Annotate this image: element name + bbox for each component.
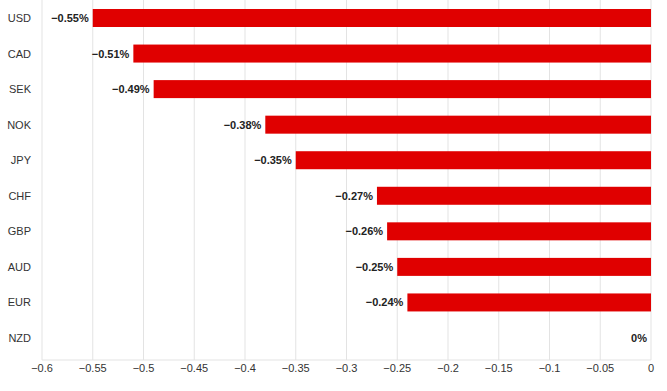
data-labels: −0.55% −0.51% −0.49% −0.38% −0.35% −0.27% −0.2… <box>51 12 647 344</box>
bar <box>651 329 652 347</box>
data-label: −0.27% <box>335 190 373 202</box>
bar <box>397 258 651 276</box>
category-label: NZD <box>8 332 31 344</box>
category-label: CAD <box>8 48 31 60</box>
category-label: AUD <box>8 261 31 273</box>
tick-label: −0.6 <box>31 362 53 374</box>
tick-label: −0.4 <box>234 362 256 374</box>
tick-label: −0.35 <box>282 362 310 374</box>
data-label: −0.38% <box>224 119 262 131</box>
tick-label: −0.5 <box>133 362 155 374</box>
tick-label: −0.3 <box>336 362 358 374</box>
category-label: GBP <box>8 225 31 237</box>
data-label: −0.51% <box>92 48 130 60</box>
grid-line <box>42 0 43 360</box>
grid <box>42 0 651 360</box>
chart: −0.6 −0.55 −0.5 −0.45 −0.4 −0.35 −0.3 −0.25 −0.2… <box>0 0 667 391</box>
x-axis-line <box>42 360 651 361</box>
category-label: CHF <box>8 190 31 202</box>
category-labels: USD CAD SEK NOK JPY CHF GBP AUD EUR NZD <box>7 12 32 344</box>
bar <box>296 151 651 169</box>
bar <box>154 80 651 98</box>
data-label: −0.25% <box>356 261 394 273</box>
data-label: −0.35% <box>254 154 292 166</box>
tick-label: −0.45 <box>180 362 208 374</box>
tick-label: 0 <box>648 362 654 374</box>
bar <box>407 293 651 311</box>
tick-label: −0.15 <box>485 362 513 374</box>
x-tick-labels: −0.6 −0.55 −0.5 −0.45 −0.4 −0.35 −0.3 −0.25 −0.2… <box>31 362 654 374</box>
tick-label: −0.2 <box>437 362 459 374</box>
tick-label: −0.55 <box>79 362 107 374</box>
data-label: −0.24% <box>366 296 404 308</box>
data-label: −0.55% <box>51 12 89 24</box>
bar <box>387 222 651 240</box>
data-label: 0% <box>631 332 647 344</box>
bar <box>377 187 651 205</box>
category-label: USD <box>8 12 31 24</box>
bars <box>93 9 651 311</box>
bar <box>265 116 651 134</box>
tick-label: −0.05 <box>586 362 614 374</box>
data-label: −0.49% <box>112 83 150 95</box>
data-label: −0.26% <box>345 225 383 237</box>
tick-label: −0.1 <box>539 362 561 374</box>
category-label: JPY <box>11 154 32 166</box>
bar <box>93 9 651 27</box>
category-label: NOK <box>7 119 32 131</box>
bar <box>133 45 651 63</box>
category-label: EUR <box>8 296 31 308</box>
category-label: SEK <box>9 83 32 95</box>
tick-label: −0.25 <box>383 362 411 374</box>
